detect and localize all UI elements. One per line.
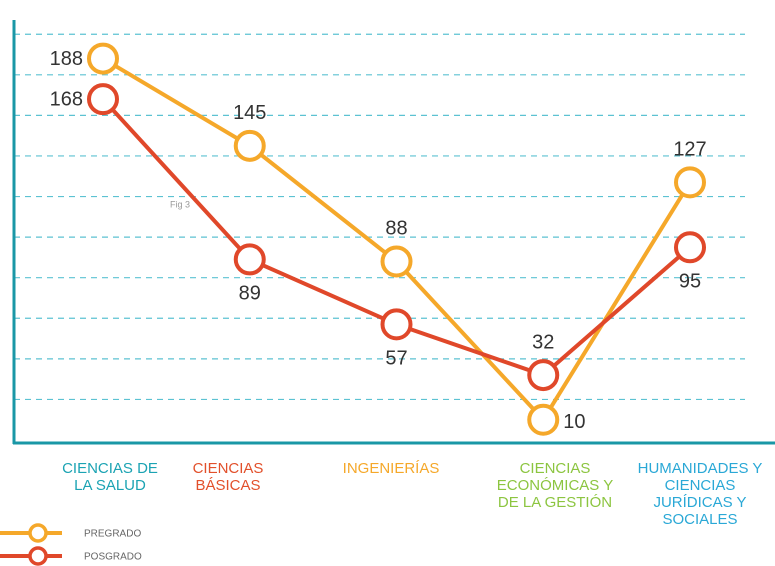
point-marker xyxy=(674,231,706,264)
legend-label: POSGRADO xyxy=(84,552,142,563)
legend-marker xyxy=(28,546,48,566)
data-label: 127 xyxy=(673,139,706,161)
x-tick-label: HUMANIDADES Y CIENCIAS JURÍDICAS Y SOCIA… xyxy=(637,460,763,528)
data-label: 57 xyxy=(385,348,407,370)
point-marker xyxy=(87,83,119,116)
annotation: Fig 3 xyxy=(170,199,190,209)
data-label: 88 xyxy=(385,218,407,240)
point-marker xyxy=(380,245,413,278)
point-marker xyxy=(233,129,266,162)
point-marker xyxy=(527,403,560,436)
data-label: 32 xyxy=(532,331,554,353)
data-label: 89 xyxy=(239,283,261,305)
x-tick-label: CIENCIAS BÁSICAS xyxy=(192,460,264,494)
point-marker xyxy=(233,243,266,276)
data-label: 95 xyxy=(679,271,701,293)
point-marker xyxy=(674,166,706,199)
data-label: 145 xyxy=(233,102,266,124)
data-label: 10 xyxy=(563,411,585,433)
legend-marker xyxy=(28,523,48,543)
point-marker xyxy=(380,308,413,341)
data-label: 188 xyxy=(50,48,83,70)
point-marker xyxy=(87,42,119,75)
point-marker xyxy=(527,359,560,392)
legend-label: PREGRADO xyxy=(84,529,141,540)
x-tick-label: CIENCIAS DE LA SALUD xyxy=(62,460,158,494)
x-tick-label: CIENCIAS ECONÓMICAS Y DE LA GESTIÓN xyxy=(496,460,614,511)
x-tick-label: INGENIERÍAS xyxy=(342,460,440,477)
data-label: 168 xyxy=(50,88,83,110)
